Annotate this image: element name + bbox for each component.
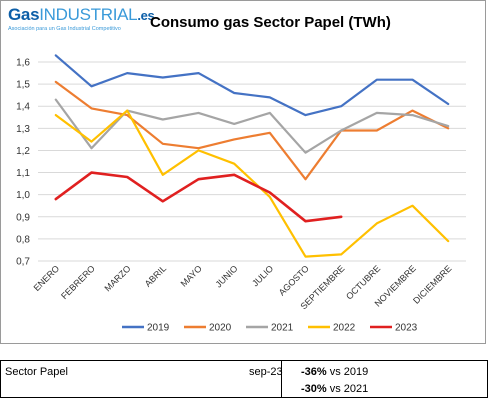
y-tick-label: 1,1 <box>16 168 30 179</box>
y-tick-label: 0,8 <box>16 234 30 245</box>
legend-label-2023: 2023 <box>395 323 418 334</box>
line-chart: 0,7 0,8 0,9 1,0 1,1 1,2 1,3 1,4 1,5 1,6 ENEROFEBR… <box>16 54 466 334</box>
legend-label-2020: 2020 <box>209 323 232 334</box>
series-line-2023 <box>54 171 343 223</box>
x-tick-label: DICIEMBRE <box>411 263 453 305</box>
logo-tagline: Asociación para un Gas Industrial Compet… <box>8 26 121 32</box>
y-tick-label: 1,3 <box>16 124 30 135</box>
y-tick-label: 0,9 <box>16 212 30 223</box>
x-tick-label: FEBRERO <box>59 263 97 301</box>
y-tick-label: 1,2 <box>16 146 30 157</box>
legend-label-2019: 2019 <box>147 323 170 334</box>
legend-label-2022: 2022 <box>333 323 356 334</box>
y-tick-label: 0,7 <box>16 257 30 268</box>
x-tick-label: OCTUBRE <box>344 263 382 301</box>
comparison-row-2019: -36% vs 2019 <box>301 366 368 378</box>
y-tick-label: 1,5 <box>16 80 30 91</box>
x-tick-label: JULIO <box>250 263 275 288</box>
x-tick-label: ENERO <box>32 263 62 293</box>
series-line-2022 <box>54 109 450 258</box>
series-line-2021 <box>54 98 450 154</box>
legend-label-2021: 2021 <box>271 323 294 334</box>
summary-table: Sector Papel sep-23 -36% vs 2019 -30% vs… <box>0 360 488 398</box>
chart-title: Consumo gas Sector Papel (TWh) <box>150 14 391 31</box>
logo-wordmark: GasINDUSTRIAL.es <box>8 5 155 25</box>
comparison-text: vs 2019 <box>329 366 369 378</box>
series-line-2019 <box>54 54 450 117</box>
x-tick-label: MAYO <box>179 263 204 288</box>
chart-frame <box>0 0 486 344</box>
y-tick-label: 1,4 <box>16 102 30 113</box>
y-tick-label: 1,0 <box>16 190 30 201</box>
comparison-row-2021: -30% vs 2021 <box>301 383 368 395</box>
comparison-pct: -30% <box>301 383 327 395</box>
series-line-2020 <box>54 80 450 181</box>
logo-industrial: INDUSTRIAL <box>39 5 138 24</box>
table-divider <box>281 361 282 397</box>
x-tick-label: MARZO <box>103 263 133 293</box>
logo-gas: Gas <box>8 5 40 24</box>
comparison-text: vs 2021 <box>329 383 369 395</box>
logo-es: .es <box>137 8 155 23</box>
gasindustrial-logo: GasINDUSTRIAL.es Asociación para un Gas … <box>8 5 155 40</box>
y-tick-label: 1,6 <box>16 58 30 69</box>
x-tick-label: ABRIL <box>143 263 168 288</box>
x-tick-label: JUNIO <box>213 263 239 289</box>
period-label: sep-23 <box>249 366 283 378</box>
x-tick-label: AGOSTO <box>277 263 311 297</box>
sector-label: Sector Papel <box>5 366 68 378</box>
comparison-pct: -36% <box>301 366 327 378</box>
